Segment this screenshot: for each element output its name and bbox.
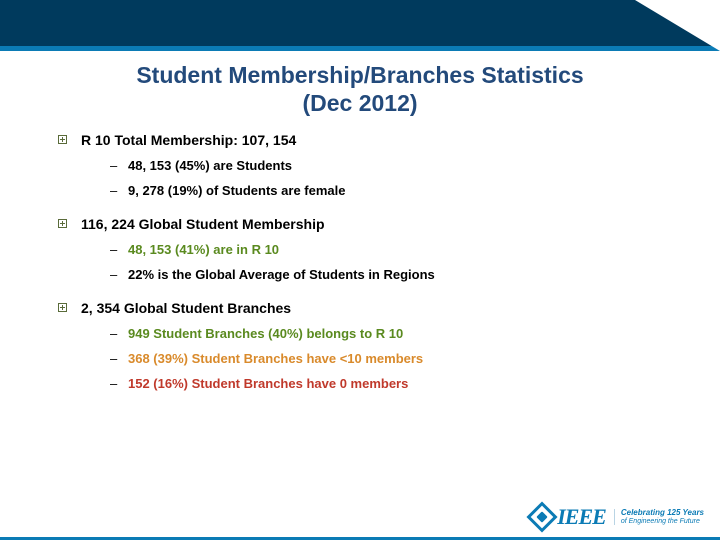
- sub-bullet-list: – 48, 153 (41%) are in R 10 – 22% is the…: [110, 242, 668, 282]
- slide-title: Student Membership/Branches Statistics (…: [0, 62, 720, 117]
- sub-bullet: – 22% is the Global Average of Students …: [110, 267, 668, 282]
- ieee-diamond-icon: [527, 501, 558, 532]
- content-area: R 10 Total Membership: 107, 154 – 48, 15…: [58, 132, 668, 401]
- title-line-1: Student Membership/Branches Statistics: [136, 62, 583, 88]
- header-chevron-line: [622, 0, 720, 51]
- dash-icon: –: [110, 183, 120, 198]
- sub-bullet: – 48, 153 (45%) are Students: [110, 158, 668, 173]
- slide: Student Membership/Branches Statistics (…: [0, 0, 720, 540]
- tagline-line-1: Celebrating 125 Years: [621, 508, 704, 517]
- dash-icon: –: [110, 376, 120, 391]
- ieee-wordmark: IEEE: [557, 504, 606, 530]
- sub-bullet-text: 48, 153 (45%) are Students: [128, 158, 292, 173]
- sub-bullet-text: 9, 278 (19%) of Students are female: [128, 183, 345, 198]
- sub-bullet-text: 48, 153 (41%) are in R 10: [128, 242, 279, 257]
- ieee-logo: IEEE: [531, 504, 606, 530]
- bullet-level1: R 10 Total Membership: 107, 154: [58, 132, 668, 148]
- bullet-box-icon: [58, 219, 67, 228]
- bullet-box-icon: [58, 303, 67, 312]
- bullet-text: 116, 224 Global Student Membership: [81, 216, 325, 232]
- bullet-text: 2, 354 Global Student Branches: [81, 300, 291, 316]
- sub-bullet: – 152 (16%) Student Branches have 0 memb…: [110, 376, 668, 391]
- sub-bullet: – 368 (39%) Student Branches have <10 me…: [110, 351, 668, 366]
- header-accent-line: [0, 46, 720, 51]
- bullet-level1: 116, 224 Global Student Membership: [58, 216, 668, 232]
- sub-bullet-list: – 949 Student Branches (40%) belongs to …: [110, 326, 668, 391]
- dash-icon: –: [110, 267, 120, 282]
- bullet-box-icon: [58, 135, 67, 144]
- sub-bullet: – 9, 278 (19%) of Students are female: [110, 183, 668, 198]
- dash-icon: –: [110, 158, 120, 173]
- ieee-tagline: Celebrating 125 Years of Engineering the…: [614, 509, 704, 525]
- bullet-level1: 2, 354 Global Student Branches: [58, 300, 668, 316]
- bullet-text: R 10 Total Membership: 107, 154: [81, 132, 296, 148]
- sub-bullet-list: – 48, 153 (45%) are Students – 9, 278 (1…: [110, 158, 668, 198]
- sub-bullet-text: 22% is the Global Average of Students in…: [128, 267, 435, 282]
- sub-bullet: – 949 Student Branches (40%) belongs to …: [110, 326, 668, 341]
- sub-bullet-text: 949 Student Branches (40%) belongs to R …: [128, 326, 403, 341]
- sub-bullet-text: 368 (39%) Student Branches have <10 memb…: [128, 351, 423, 366]
- title-line-2: (Dec 2012): [302, 90, 417, 116]
- dash-icon: –: [110, 326, 120, 341]
- header-band: [0, 0, 720, 46]
- dash-icon: –: [110, 351, 120, 366]
- logo-area: IEEE Celebrating 125 Years of Engineerin…: [531, 504, 704, 530]
- sub-bullet: – 48, 153 (41%) are in R 10: [110, 242, 668, 257]
- tagline-line-2: of Engineering the Future: [621, 518, 700, 525]
- sub-bullet-text: 152 (16%) Student Branches have 0 member…: [128, 376, 408, 391]
- dash-icon: –: [110, 242, 120, 257]
